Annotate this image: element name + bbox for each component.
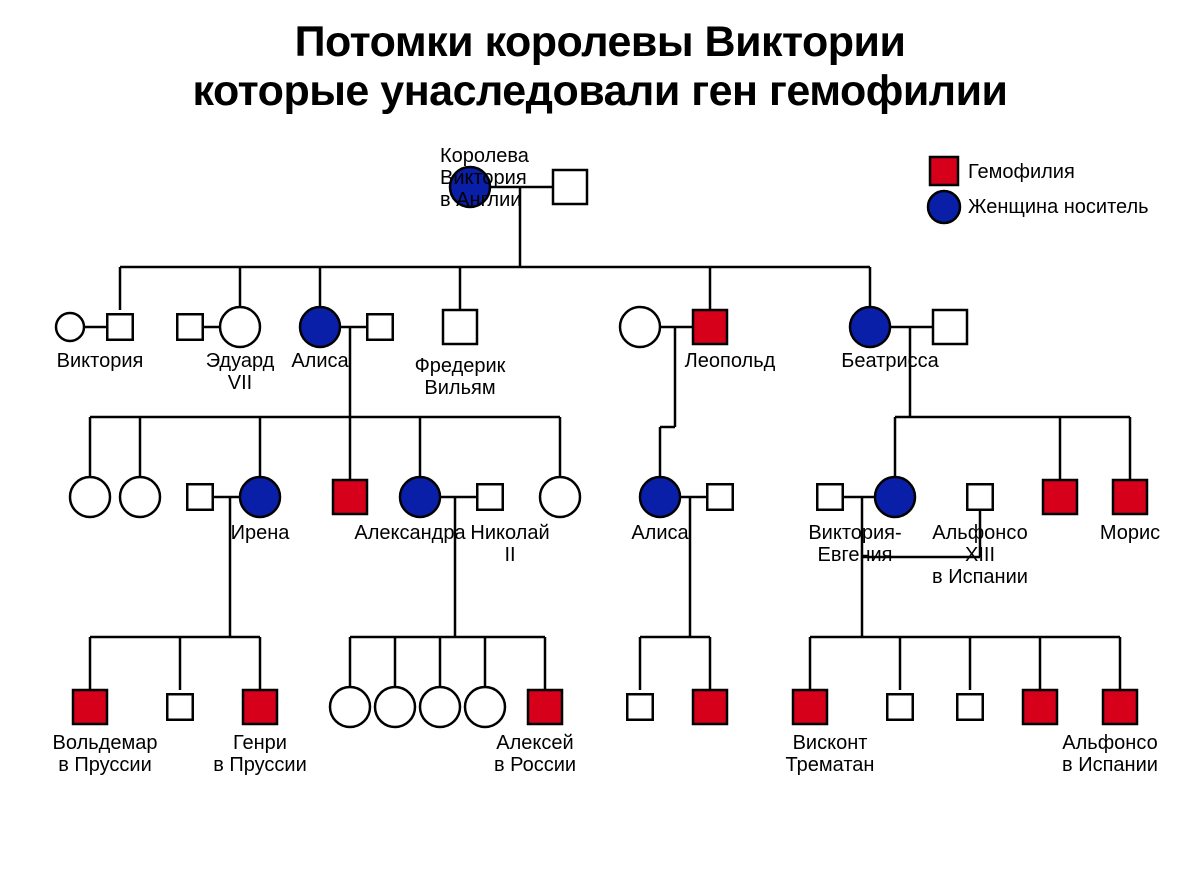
node-label: Алексейв России (494, 732, 576, 776)
node-label: Вольдемарв Пруссии (53, 732, 158, 776)
node-label: Виктория-Евгения (808, 522, 901, 566)
pedigree-node-g2_alice_sp (367, 314, 393, 340)
node-label: Беатрисса (841, 350, 939, 372)
node-label: ВисконтТрематан (786, 732, 875, 776)
pedigree-node-g3_alice2_sp (707, 484, 733, 510)
pedigree-node-g4_v3 (1023, 690, 1057, 724)
title-line2: которые унаследовали ген гемофилии (0, 67, 1200, 116)
node-label: Алиса (291, 350, 349, 372)
pedigree-node-albert (553, 170, 587, 204)
pedigree-node-g3_red2 (1043, 480, 1077, 514)
pedigree-node-g4_c1 (330, 687, 370, 727)
pedigree-node-g2_leo_sp (620, 307, 660, 347)
pedigree-node-g4_henry (243, 690, 277, 724)
pedigree-node-g3_alexandra (400, 477, 440, 517)
pedigree-node-g3_alice2 (640, 477, 680, 517)
node-label: Генрив Пруссии (213, 732, 307, 776)
pedigree-node-g4_alexei (528, 690, 562, 724)
pedigree-chart: КоролеваВикторияв Англии Виктория ЭдуардVI… (0, 117, 1200, 857)
pedigree-node-g2_beatrice (850, 307, 890, 347)
pedigree-node-g3_nikolai (477, 484, 503, 510)
pedigree-node-g2_vic (107, 314, 133, 340)
pedigree-node-g2_vic_sp (56, 313, 84, 341)
node-label: Леопольд (685, 350, 776, 372)
pedigree-node-g4_l2 (693, 690, 727, 724)
legend-hemophilia: Гемофилия (968, 161, 1075, 183)
pedigree-node-g3_a2 (120, 477, 160, 517)
pedigree-node-g4_i1 (167, 694, 193, 720)
node-label: Алиса (631, 522, 689, 544)
pedigree-node-g3_a3 (540, 477, 580, 517)
node-label: Альфонсов Испании (1062, 732, 1158, 776)
pedigree-node-g4_vold (73, 690, 107, 724)
pedigree-node-g4_c2 (375, 687, 415, 727)
node-label: ФредерикВильям (415, 355, 506, 399)
pedigree-node-g3_irena (240, 477, 280, 517)
pedigree-node-g4_alf (1103, 690, 1137, 724)
pedigree-node-g3_irena_sp (187, 484, 213, 510)
pedigree-node-g2_alice (300, 307, 340, 347)
pedigree-node-g4_c3 (420, 687, 460, 727)
pedigree-node-g4_c4 (465, 687, 505, 727)
pedigree-node-g2_bea_sp (933, 310, 967, 344)
pedigree-node-g4_v1 (887, 694, 913, 720)
pedigree-node-g3_a1 (70, 477, 110, 517)
pedigree-node-g3_red1 (333, 480, 367, 514)
node-label: АльфонсоXIIIв Испании (932, 522, 1028, 588)
pedigree-node-g4_visc (793, 690, 827, 724)
pedigree-node-g2_ed_sp (177, 314, 203, 340)
pedigree-node-g3_moris (1113, 480, 1147, 514)
pedigree-node-g2_edward (220, 307, 260, 347)
legend: Гемофилия Женщина носитель (928, 157, 1149, 223)
pedigree-node-g3_viceug (875, 477, 915, 517)
pedigree-node-g2_fred (443, 310, 477, 344)
pedigree-node-g2_leopold (693, 310, 727, 344)
node-label: ЭдуардVII (206, 350, 275, 394)
node-label: Морис (1100, 522, 1160, 544)
pedigree-node-g4_l1 (627, 694, 653, 720)
node-label: КоролеваВикторияв Англии (440, 145, 530, 211)
title-line1: Потомки королевы Виктории (0, 18, 1200, 67)
legend-carrier: Женщина носитель (968, 196, 1149, 218)
pedigree-node-g4_v2 (957, 694, 983, 720)
node-label: Ирена (231, 522, 291, 544)
pedigree-node-g3_alf13 (967, 484, 993, 510)
pedigree-node-g3_viceug_sp (817, 484, 843, 510)
page-title: Потомки королевы Виктории которые унасле… (0, 0, 1200, 117)
node-label: Виктория (57, 350, 144, 372)
node-label: НиколайII (470, 522, 549, 566)
node-label: Александра (354, 522, 466, 544)
